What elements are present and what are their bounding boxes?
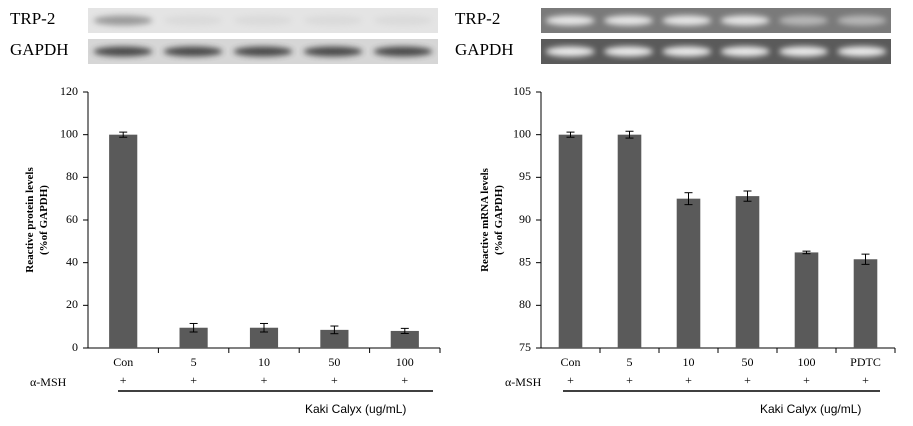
y-tick-label: 40 [66,254,78,268]
blot-strip [541,8,891,33]
y-tick-label: 0 [72,340,78,354]
error-bar [566,131,575,138]
bar [617,134,642,348]
y-tick-label: 75 [519,340,531,354]
y-axis-label-line: (%of GAPDH) [38,185,50,255]
treatment-mark: + [120,373,127,387]
treatment-mark: + [803,373,810,387]
treatment-mark: + [744,373,751,387]
bar [558,134,583,348]
x-tick-label: 5 [627,355,633,369]
error-bar [684,192,693,206]
blot-label: TRP-2 [455,9,500,28]
blot-band [837,15,887,26]
blot-label: TRP-2 [10,9,55,28]
x-tick-label: Con [113,355,133,369]
y-tick-label: 85 [519,254,531,268]
blot-band [662,46,712,57]
treatment-mark: + [331,373,338,387]
y-tick-label: 20 [66,297,78,311]
bar [179,327,208,348]
blot-band [93,46,153,57]
error-bar [802,250,811,255]
bar [109,134,138,348]
blot-band [779,15,828,26]
treatment-mark: + [401,373,408,387]
treatment-mark: + [567,373,574,387]
blot-band [303,15,363,26]
x-tick-label: 50 [328,355,340,369]
bar [676,198,701,348]
y-tick-label: 105 [513,84,531,98]
y-axis-label: Reactive protein levels (%of GAPDH) [24,167,50,273]
group-label: Kaki Calyx (ug/mL) [305,402,406,416]
treatment-mark: + [862,373,869,387]
y-tick-label: 80 [519,297,531,311]
bar [853,259,878,348]
y-axis-label-line: Reactive mRNA levels [479,167,491,272]
y-tick-label: 80 [66,169,78,183]
blot-band [604,15,653,26]
y-tick-label: 120 [60,84,78,98]
y-tick-label: 60 [66,212,78,226]
x-tick-label: 100 [798,355,816,369]
error-bar [861,253,870,265]
blot-band [93,15,153,26]
blot-label: GAPDH [455,40,514,59]
x-tick-label: 5 [191,355,197,369]
x-tick-label: 10 [258,355,270,369]
blot-band [545,46,595,57]
error-bar [119,131,128,138]
bar [390,330,419,348]
error-bar [260,322,268,333]
blot-band [779,46,828,57]
blot-band [662,15,712,26]
treatment-mark: + [626,373,633,387]
blot-band [233,15,293,26]
blot-band [233,46,293,57]
x-tick-label: PDTC [850,355,881,369]
blot-band [373,46,433,57]
blot-band [604,46,653,57]
error-bar [330,325,339,335]
error-bar [189,322,198,333]
group-label: Kaki Calyx (ug/mL) [760,402,861,416]
blot-label: GAPDH [10,40,69,59]
y-axis-label-line: (%of GAPDH) [493,185,505,255]
treatment-label: α-MSH [505,375,542,389]
blot-band [163,46,223,57]
treatment-mark: + [190,373,197,387]
x-tick-label: Con [560,355,580,369]
y-tick-label: 95 [519,169,531,183]
error-bar [400,327,409,334]
blot-band [720,46,770,57]
bar [249,327,279,348]
treatment-label: α-MSH [30,375,67,389]
x-tick-label: 10 [683,355,695,369]
y-tick-label: 100 [513,126,531,140]
bar [794,252,819,348]
y-tick-label: 100 [60,126,78,140]
blot-band [373,15,433,26]
treatment-mark: + [685,373,692,387]
error-bar [743,190,752,202]
blot-band [545,15,595,26]
x-tick-label: 50 [742,355,754,369]
blot-band [837,46,887,57]
x-tick-label: 100 [396,355,414,369]
treatment-mark: + [261,373,268,387]
y-axis-label: Reactive mRNA levels (%of GAPDH) [479,167,505,272]
error-bar [625,130,634,139]
bar [735,196,760,348]
y-tick-label: 90 [519,212,531,226]
blot-band [303,46,363,57]
y-axis-label-line: Reactive protein levels [24,167,36,273]
blot-band [163,15,223,26]
blot-strip [541,39,891,64]
bar [320,329,349,348]
blot-band [720,15,770,26]
